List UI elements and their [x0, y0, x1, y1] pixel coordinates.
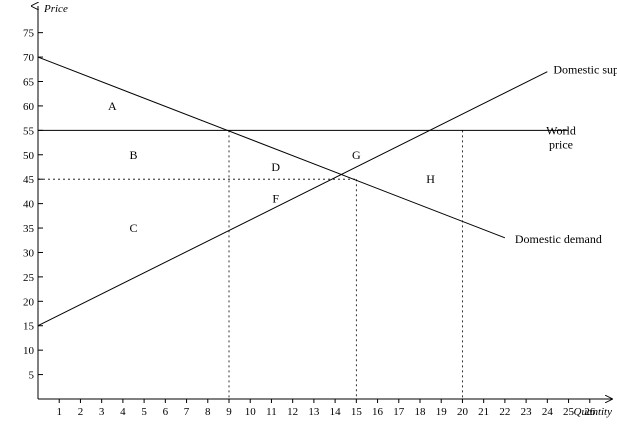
x-tick-label-7: 7: [184, 406, 190, 418]
y-tick-label-35: 35: [23, 223, 35, 235]
y-tick-label-30: 30: [23, 247, 35, 259]
x-tick-label-5: 5: [141, 406, 147, 418]
x-tick-label-18: 18: [415, 406, 427, 418]
region-label-a: A: [108, 99, 117, 113]
region-label-f: F: [272, 192, 279, 206]
region-label-d: D: [271, 160, 280, 174]
x-axis-ticks: 1 2 3 4 5 6 7 8 9 10 11 12 13 14 15 16 17 18 19 20 21 22 23 24 2…: [56, 399, 596, 418]
domestic-demand-line: [37, 56, 506, 239]
x-tick-label-20: 20: [457, 406, 469, 418]
x-tick-label-16: 16: [372, 406, 384, 418]
x-tick-label-25: 25: [563, 406, 575, 418]
x-tick-label-2: 2: [78, 406, 84, 418]
world-price-label-line2: price: [549, 137, 573, 151]
y-tick-label-55: 55: [23, 125, 35, 137]
y-tick-label-20: 20: [23, 296, 35, 308]
x-tick-label-26: 26: [584, 406, 596, 418]
x-tick-label-15: 15: [351, 406, 363, 418]
x-tick-label-13: 13: [308, 406, 320, 418]
x-tick-label-3: 3: [99, 406, 105, 418]
x-tick-label-8: 8: [205, 406, 211, 418]
dashed-guides: [38, 130, 463, 399]
y-tick-label-5: 5: [29, 370, 35, 382]
region-label-b: B: [129, 148, 137, 162]
x-axis-title: Quantity: [574, 406, 613, 418]
world-price-label-line1: World: [546, 123, 576, 137]
y-axis-ticks: 5 10 15 20 25 30 35 40 45 50 55 60 65 70 75: [23, 28, 43, 382]
y-tick-label-45: 45: [23, 174, 35, 186]
y-axis-title: Price: [43, 3, 68, 15]
x-tick-label-19: 19: [436, 406, 448, 418]
x-tick-label-23: 23: [521, 406, 533, 418]
x-tick-label-1: 1: [56, 406, 62, 418]
region-label-g: G: [352, 148, 361, 162]
y-tick-label-10: 10: [23, 345, 35, 357]
demand-curve-label: Domestic demand: [515, 232, 602, 246]
x-tick-label-9: 9: [226, 406, 232, 418]
x-tick-label-24: 24: [542, 406, 554, 418]
y-tick-label-25: 25: [23, 272, 35, 284]
x-tick-label-14: 14: [330, 406, 342, 418]
region-label-h: H: [426, 172, 435, 186]
y-tick-label-40: 40: [23, 199, 35, 211]
x-tick-label-21: 21: [478, 406, 489, 418]
x-tick-label-17: 17: [393, 406, 405, 418]
y-tick-label-50: 50: [23, 150, 35, 162]
y-tick-label-15: 15: [23, 321, 35, 333]
x-tick-label-4: 4: [120, 406, 126, 418]
domestic-supply-line: [37, 71, 548, 327]
supply-curve-label: Domestic supply: [553, 63, 617, 77]
y-tick-label-75: 75: [23, 28, 35, 40]
y-tick-label-65: 65: [23, 77, 35, 89]
x-tick-label-10: 10: [245, 406, 257, 418]
region-labels: A B C D F G H: [108, 99, 435, 235]
y-tick-label-60: 60: [23, 101, 35, 113]
x-tick-label-11: 11: [266, 406, 277, 418]
region-label-c: C: [129, 221, 137, 235]
y-tick-label-70: 70: [23, 52, 35, 64]
curves: [37, 56, 569, 327]
x-tick-label-6: 6: [163, 406, 169, 418]
x-tick-label-12: 12: [287, 406, 298, 418]
x-tick-label-22: 22: [499, 406, 510, 418]
